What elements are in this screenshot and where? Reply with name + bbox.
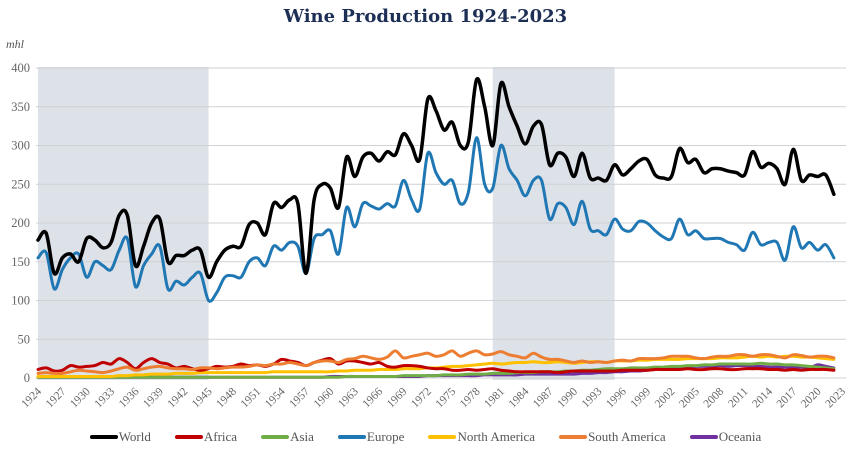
series-line-asia [36,361,836,379]
x-tick-label: 1987 [531,385,556,410]
legend-label: Oceania [718,429,762,444]
legend-swatch [337,435,366,439]
y-tick-label: 250 [11,177,30,191]
legend-item-asia: Asia [261,429,314,445]
y-tick-label: 400 [11,61,30,75]
x-tick-label: 1924 [19,385,44,410]
x-tick-label: 2005 [677,385,702,410]
legend: World Africa Asia Europe North America South … [0,429,851,445]
legend-item-north-america: North America [428,429,535,445]
series-line-world [36,76,836,280]
legend-item-oceania: Oceania [689,429,762,445]
x-tick-label: 1999 [628,385,653,410]
series-line-south-america [36,349,836,375]
x-tick-label: 2017 [775,385,800,410]
x-tick-label: 1972 [409,385,434,410]
y-tick-label: 50 [18,332,31,346]
x-tick-label: 1963 [336,385,361,410]
x-tick-label: 1978 [458,385,483,410]
series-line-europe [36,136,836,303]
legend-label: Asia [290,429,314,444]
y-tick-label: 150 [11,255,30,269]
x-tick-label: 1957 [287,385,312,410]
legend-swatch [174,435,203,439]
y-tick-label: 300 [11,139,30,153]
x-tick-label: 1966 [360,385,385,410]
y-tick-label: 100 [11,294,30,308]
x-tick-label: 1927 [44,385,69,410]
legend-swatch [261,435,290,439]
legend-label: Europe [366,429,405,444]
x-tick-label: 2002 [653,385,678,410]
x-tick-label: 1990 [555,385,580,410]
legend-item-south-america: South America [559,429,666,445]
legend-label: North America [457,429,536,444]
legend-item-europe: Europe [337,429,405,445]
x-tick-label: 1981 [482,385,507,410]
series-line-africa [36,356,836,375]
y-tick-label: 200 [11,216,30,230]
x-tick-label: 2014 [750,385,775,410]
legend-label: South America [588,429,666,444]
x-tick-label: 1984 [507,385,532,410]
x-tick-label: 1996 [604,385,629,410]
x-tick-label: 1975 [434,385,459,410]
x-tick-label: 1954 [263,385,288,410]
legend-item-world: World [89,429,151,445]
y-tick-label: 0 [24,371,30,385]
x-tick-label: 2020 [799,385,824,410]
x-tick-label: 1948 [214,385,239,410]
x-tick-label: 1942 [166,385,191,410]
y-axis-unit: mhl [6,37,25,51]
legend-swatch [89,435,118,439]
x-tick-label: 1936 [117,385,142,410]
x-tick-label: 2008 [702,385,727,410]
x-tick-label: 1969 [385,385,410,410]
x-tick-label: 1939 [141,385,166,410]
x-tick-label: 1951 [239,385,264,410]
legend-swatch [428,435,457,439]
legend-swatch [559,435,588,439]
x-tick-label: 1960 [312,385,337,410]
x-tick-label: 1930 [68,385,93,410]
legend-label: Africa [203,429,238,444]
x-tick-label: 1993 [580,385,605,410]
y-tick-label: 350 [11,100,30,114]
x-tick-label: 1945 [190,385,215,410]
chart-title: Wine Production 1924-2023 [283,6,568,27]
legend-label: World [118,429,151,444]
x-tick-label: 1933 [92,385,117,410]
x-tick-label: 2023 [823,385,848,410]
legend-item-africa: Africa [174,429,238,445]
legend-swatch [689,435,718,439]
x-tick-label: 2011 [726,385,751,410]
